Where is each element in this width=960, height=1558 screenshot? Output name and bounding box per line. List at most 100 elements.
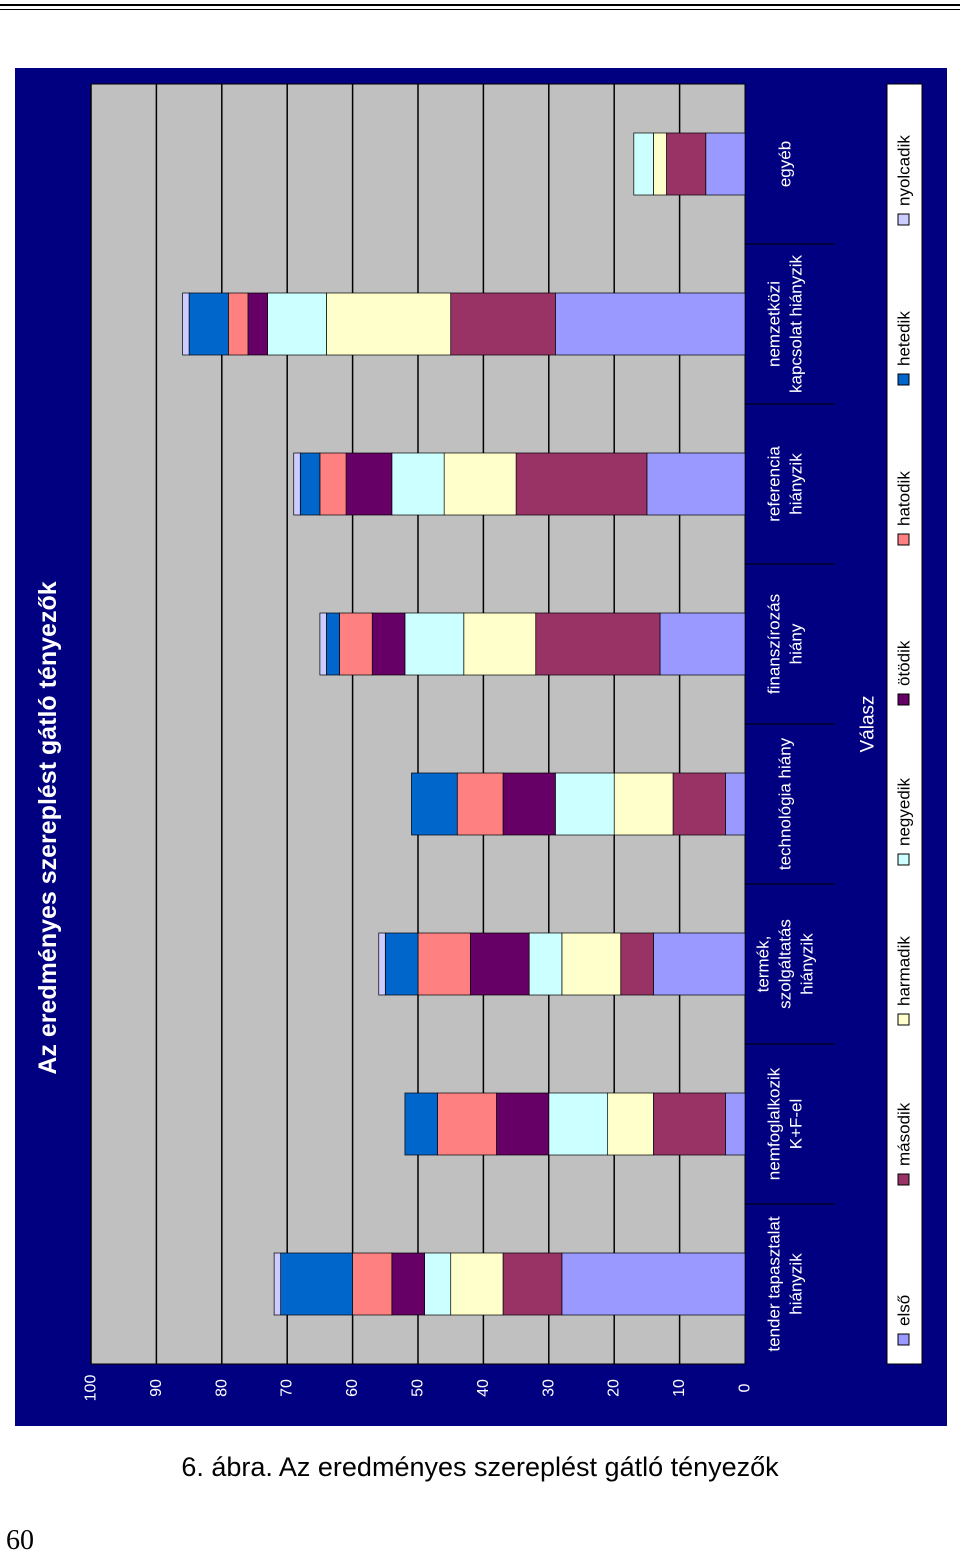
category-label: technológia hiány bbox=[776, 737, 795, 870]
legend-swatch bbox=[897, 213, 910, 226]
category-label: nemzetközi bbox=[765, 281, 784, 367]
y-tick-label: 30 bbox=[540, 1379, 557, 1397]
y-tick-label: 10 bbox=[671, 1379, 688, 1397]
bar-segment bbox=[424, 1252, 452, 1316]
bar-segment bbox=[182, 292, 190, 356]
legend-label: hatodik bbox=[895, 471, 914, 526]
bar-segment bbox=[404, 612, 465, 676]
category-label: hiányzik bbox=[787, 453, 806, 515]
y-tick-label: 60 bbox=[344, 1379, 361, 1397]
legend-swatch bbox=[897, 533, 910, 546]
bar-segment bbox=[554, 772, 615, 836]
bar-segment bbox=[535, 612, 661, 676]
bar-segment bbox=[646, 452, 746, 516]
bar-segment bbox=[450, 292, 556, 356]
category-label: K+F-el bbox=[787, 1099, 806, 1150]
bar-segment bbox=[496, 1092, 550, 1156]
bar-segment bbox=[417, 932, 471, 996]
chart: 0 10 20 30 40 50 60 70 80 90 100 tender tapasztala… bbox=[15, 68, 947, 1426]
legend-swatch bbox=[897, 1173, 910, 1186]
bar-segment bbox=[280, 1252, 353, 1316]
bar-segment bbox=[384, 932, 419, 996]
bar-segment bbox=[672, 772, 726, 836]
y-tick-label: 100 bbox=[83, 1375, 100, 1402]
bar-segment bbox=[515, 452, 648, 516]
category-label: hiányzik bbox=[787, 1253, 806, 1315]
legend: első második harmadik negyedik ötödik hatodik… bbox=[895, 135, 914, 1346]
bar-segment bbox=[378, 932, 386, 996]
y-tick-label: 40 bbox=[475, 1379, 492, 1397]
category-label: termék, bbox=[754, 936, 773, 993]
bar-segment bbox=[188, 292, 229, 356]
bar-segment bbox=[653, 932, 746, 996]
bar-segment bbox=[437, 1092, 497, 1156]
bar-segment bbox=[247, 292, 268, 356]
bar-segment bbox=[659, 612, 746, 676]
bar-segment bbox=[391, 1252, 425, 1316]
bar-segment bbox=[326, 292, 452, 356]
category-label: kapcsolat hiányzik bbox=[787, 255, 806, 393]
header-rule-thin bbox=[0, 9, 960, 10]
bar-segment bbox=[352, 1252, 393, 1316]
bar-segment bbox=[299, 452, 321, 516]
bar-segment bbox=[326, 612, 340, 676]
legend-swatch bbox=[897, 1013, 910, 1026]
header-rule-thick bbox=[0, 4, 960, 6]
bar-segment bbox=[443, 452, 517, 516]
y-tick-label: 70 bbox=[279, 1379, 296, 1397]
bar-segment bbox=[391, 452, 445, 516]
bar-segment bbox=[528, 932, 563, 996]
legend-label: nyolcadik bbox=[895, 135, 914, 206]
bar-segment bbox=[404, 1092, 438, 1156]
y-tick-label: 0 bbox=[737, 1383, 754, 1392]
bar-segment bbox=[463, 612, 537, 676]
bar-segment bbox=[653, 132, 667, 196]
bar-segment bbox=[319, 612, 327, 676]
bar-segment bbox=[456, 772, 504, 836]
category-label: tender tapasztalat bbox=[765, 1216, 784, 1351]
category-label: egyéb bbox=[776, 141, 795, 187]
bar-segment bbox=[293, 452, 301, 516]
category-label: nemfoglalkozik bbox=[765, 1067, 784, 1180]
bar-segment bbox=[273, 1252, 282, 1316]
y-tick-label: 80 bbox=[213, 1379, 230, 1397]
legend-box bbox=[886, 83, 923, 1365]
legend-label: ötödik bbox=[895, 640, 914, 686]
bar-segment bbox=[705, 132, 746, 196]
category-label: finanszírozás bbox=[765, 594, 784, 694]
category-label: hiányzik bbox=[798, 933, 817, 995]
bar-segment bbox=[633, 132, 654, 196]
bar-segment bbox=[554, 292, 746, 356]
legend-swatch bbox=[897, 373, 910, 386]
legend-label: első bbox=[895, 1295, 914, 1326]
bar-segment bbox=[561, 932, 622, 996]
bar-segment bbox=[653, 1092, 726, 1156]
bar-segment bbox=[319, 452, 347, 516]
y-tick-labels: 0 10 20 30 40 50 60 70 80 90 100 bbox=[83, 1375, 754, 1402]
bar-segment bbox=[561, 1252, 746, 1316]
bar-segment bbox=[411, 772, 458, 836]
bar-segment bbox=[666, 132, 707, 196]
legend-swatch bbox=[897, 1333, 910, 1346]
legend-swatch bbox=[897, 853, 910, 866]
chart-title: Az eredményes szereplést gátló tényezők bbox=[34, 581, 62, 1074]
bar-segment bbox=[607, 1092, 654, 1156]
x-axis-label: Válasz bbox=[858, 695, 879, 752]
bars bbox=[182, 132, 746, 1316]
legend-label: második bbox=[895, 1102, 914, 1166]
bar-segment bbox=[613, 772, 674, 836]
category-labels: tender tapasztalat hiányziknemfoglalkozik… bbox=[745, 141, 835, 1352]
y-tick-label: 90 bbox=[148, 1379, 165, 1397]
category-label: referencia bbox=[765, 446, 784, 522]
bar-segment bbox=[227, 292, 249, 356]
y-tick-label: 20 bbox=[606, 1379, 623, 1397]
bar-segment bbox=[339, 612, 373, 676]
bar-segment bbox=[725, 1092, 746, 1156]
y-tick-label: 50 bbox=[410, 1379, 427, 1397]
bar-segment bbox=[548, 1092, 609, 1156]
bar-segment bbox=[450, 1252, 504, 1316]
bar-segment bbox=[502, 772, 556, 836]
bar-segment bbox=[502, 1252, 563, 1316]
category-label: szolgáltatás bbox=[776, 919, 795, 1009]
bar-segment bbox=[620, 932, 654, 996]
